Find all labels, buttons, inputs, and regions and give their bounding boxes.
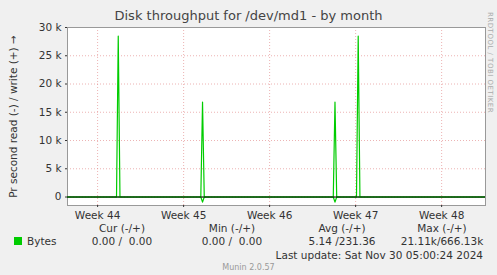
html-text:5.14 /231.36: 5.14 /231.36 [308,235,376,247]
svg-text:Pr second read (-) / write (+): Pr second read (-) / write (+) → [7,35,19,198]
svg-text:Week 47: Week 47 [333,209,378,221]
svg-text:15 k: 15 k [39,106,63,118]
html-text:RRDTOOL / TOBI OETIKER: RRDTOOL / TOBI OETIKER [486,12,494,114]
html-text:Avg (-/+): Avg (-/+) [318,222,366,234]
html-text:0.00 / 0.00: 0.00 / 0.00 [91,235,153,247]
svg-text:Week 45: Week 45 [161,209,206,221]
svg-text:5 k: 5 k [45,162,62,174]
html-text:Min (-/+): Min (-/+) [208,222,256,234]
svg-text:10 k: 10 k [39,134,63,146]
svg-text:0: 0 [55,190,62,202]
html-text:Disk throughput for /dev/md1 -: Disk throughput for /dev/md1 - by month [114,8,383,23]
html-text:Cur (-/+): Cur (-/+) [99,222,145,234]
html-text:21.11k/666.13k: 21.11k/666.13k [400,235,484,247]
html-text:Max (-/+): Max (-/+) [417,222,467,234]
html-text:Munin 2.0.57: Munin 2.0.57 [222,263,275,272]
svg-text:Week 46: Week 46 [247,209,293,221]
html-text:Bytes: Bytes [27,235,57,247]
svg-text:Week 48: Week 48 [419,209,464,221]
svg-text:30 k: 30 k [39,21,63,33]
html-text:Last update: Sat Nov 30 05:00:: Last update: Sat Nov 30 05:00:24 2024 [275,249,483,261]
svg-text:20 k: 20 k [39,77,63,89]
svg-text:25 k: 25 k [39,49,63,61]
svg-text:Week 44: Week 44 [75,209,121,221]
html-text:0.00 / 0.00: 0.00 / 0.00 [201,235,263,247]
